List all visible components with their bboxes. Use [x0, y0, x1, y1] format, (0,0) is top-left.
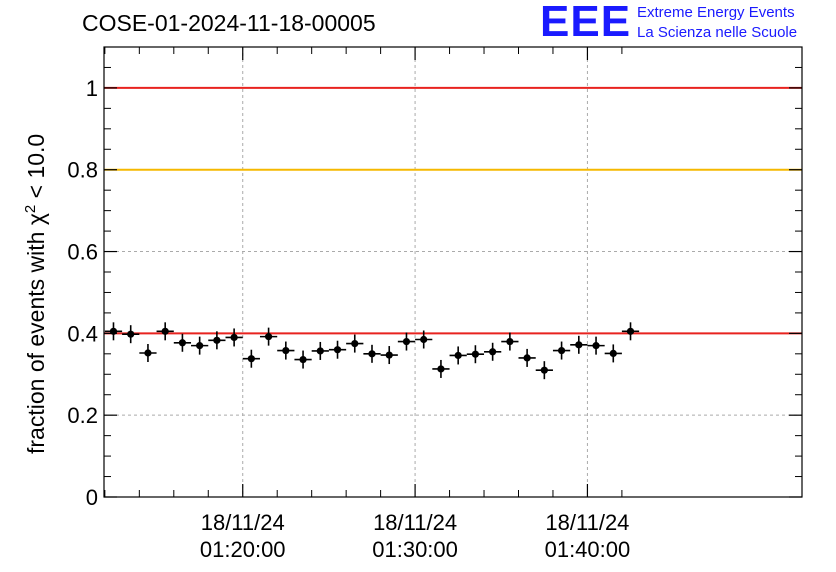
logo-line2: La Scienza nelle Scuole [637, 24, 798, 41]
data-point [173, 333, 192, 352]
data-point [363, 344, 381, 363]
point-marker [454, 351, 462, 360]
y-tick-label: 1 [86, 76, 98, 101]
logo-line1: Extreme Energy Events [637, 4, 795, 21]
y-tick-label: 0.6 [67, 240, 98, 265]
point-marker [144, 349, 152, 357]
data-point [191, 336, 209, 355]
point-marker [575, 341, 583, 349]
x-tick-time-label: 01:40:00 [545, 537, 631, 562]
data-point [501, 332, 519, 351]
data-point [346, 334, 364, 353]
data-point [604, 344, 622, 363]
point-marker [437, 365, 445, 373]
data-point [122, 325, 140, 344]
data-point [535, 361, 553, 380]
point-marker [609, 349, 617, 358]
data-point [104, 322, 123, 341]
data-point [570, 335, 588, 354]
data-point [621, 322, 640, 341]
x-tick-date-label: 18/11/24 [373, 510, 457, 535]
point-marker [523, 354, 531, 362]
data-point [380, 346, 398, 365]
axes: 00.20.40.60.8118/11/2401:20:0018/11/2401… [67, 46, 803, 562]
data-point [311, 341, 329, 360]
point-marker [351, 339, 359, 348]
point-marker [178, 339, 187, 347]
point-marker [196, 342, 204, 350]
point-marker [161, 327, 169, 335]
y-axis-label-main: fraction of events with χ [23, 213, 49, 454]
data-point [294, 350, 312, 369]
y-axis-label-sup: 2 [22, 205, 39, 213]
point-marker [626, 327, 635, 335]
reference-lines [104, 86, 802, 335]
point-marker [316, 347, 324, 355]
point-marker [489, 348, 497, 356]
y-axis-label: fraction of events with χ2 < 10.0 [22, 134, 49, 454]
y-tick-label: 0 [86, 485, 98, 510]
point-marker [247, 355, 255, 363]
chart-title: COSE-01-2024-11-18-00005 [82, 10, 376, 36]
point-marker [299, 355, 307, 364]
data-point [242, 349, 260, 368]
point-marker [471, 350, 480, 358]
data-point [432, 359, 450, 378]
data-points [104, 322, 640, 380]
data-point [328, 340, 347, 359]
x-tick-date-label: 18/11/24 [201, 510, 285, 535]
point-marker [264, 333, 273, 341]
data-point [225, 328, 243, 347]
point-marker [420, 335, 428, 344]
point-marker [385, 351, 393, 359]
data-point [587, 336, 605, 355]
data-point [208, 331, 226, 350]
x-tick-time-label: 01:30:00 [372, 537, 458, 562]
logo-mark: EEE [540, 0, 632, 46]
y-tick-label: 0.2 [67, 403, 98, 428]
plot-frame [103, 46, 803, 498]
x-tick-time-label: 01:20:00 [200, 537, 286, 562]
grid-layer [104, 47, 802, 497]
data-point [552, 341, 571, 360]
y-tick-label: 0.8 [67, 158, 98, 183]
point-marker [592, 342, 600, 350]
point-marker [368, 350, 376, 358]
data-point [484, 342, 502, 361]
data-point [139, 344, 157, 362]
data-point [466, 345, 485, 364]
data-point [415, 330, 433, 349]
data-point [156, 322, 174, 341]
point-marker [127, 330, 135, 338]
x-tick-date-label: 18/11/24 [545, 510, 629, 535]
eee-logo: EEE Extreme Energy Events La Scienza nel… [540, 0, 830, 46]
point-marker [506, 337, 514, 346]
data-point [449, 346, 467, 365]
data-point [277, 341, 295, 360]
data-point [397, 332, 416, 351]
point-marker [557, 346, 566, 355]
data-point [259, 327, 278, 346]
point-marker [402, 337, 411, 346]
data-point [518, 348, 536, 367]
point-marker [213, 336, 221, 344]
point-marker [230, 333, 238, 342]
point-marker [282, 346, 290, 355]
point-marker [540, 366, 548, 374]
point-marker [333, 346, 342, 354]
y-tick-label: 0.4 [67, 321, 98, 346]
y-axis-label-tail: < 10.0 [23, 134, 49, 205]
